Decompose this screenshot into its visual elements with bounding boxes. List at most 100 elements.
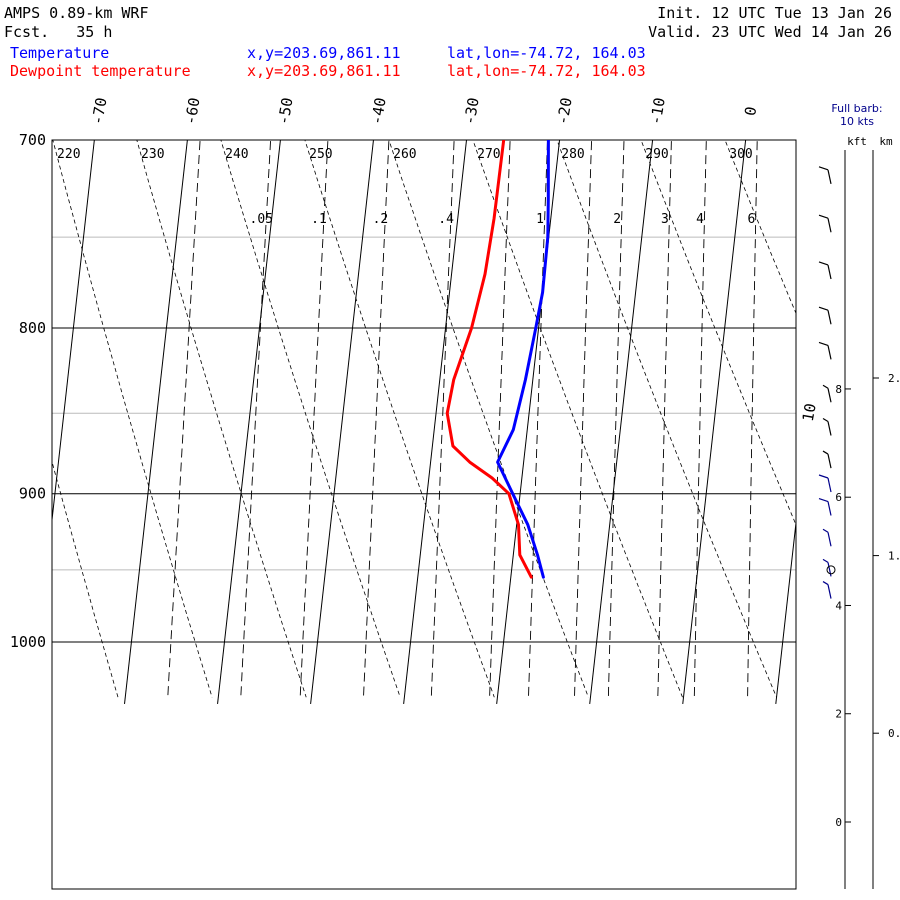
- wind-barb: [818, 497, 832, 516]
- isotherm: [496, 140, 561, 705]
- temperature-tick-label: -70: [88, 96, 110, 126]
- theta-label: 250: [309, 147, 332, 162]
- pressure-tick-label: 800: [19, 319, 46, 337]
- pressure-tick-label: 900: [19, 485, 46, 503]
- legend-temperature-name: Temperature: [10, 44, 110, 62]
- dry-adiabat: [388, 140, 589, 698]
- wind-barb: [818, 261, 832, 280]
- mixing-ratio-label: .4: [438, 212, 454, 227]
- wind-barb: [822, 581, 832, 599]
- theta-label: 230: [141, 147, 164, 162]
- dry-adiabat: [52, 140, 213, 698]
- kft-tick-label: 4: [835, 599, 842, 612]
- wind-barb-staff: [827, 218, 832, 233]
- wind-barb: [818, 474, 832, 493]
- theta-label: 270: [477, 147, 500, 162]
- dry-adiabat: [0, 57, 24, 697]
- init-time: Init. 12 UTC Tue 13 Jan 26: [657, 4, 892, 22]
- dry-adiabat: [304, 140, 495, 698]
- wind-barb: [818, 166, 832, 184]
- theta-label: 220: [57, 147, 80, 162]
- barb-legend-line1: Full barb:: [831, 102, 882, 115]
- kft-label: kft: [847, 135, 867, 148]
- legend-dewpoint-name: Dewpoint temperature: [10, 62, 191, 80]
- height-and-wind-panel: 8 6 4 2 0 2. 1. 0.: [818, 150, 900, 889]
- dewpoint-profile-line: [445, 140, 533, 579]
- wind-barb-flag: [818, 341, 829, 346]
- isotherm: [775, 518, 796, 705]
- isotherm: [682, 140, 747, 705]
- kft-tick-label: 0: [835, 816, 842, 829]
- valid-time: Valid. 23 UTC Wed 14 Jan 26: [648, 23, 892, 41]
- kft-tick-label: 8: [835, 383, 842, 396]
- wind-barb-staff: [827, 477, 832, 493]
- mixing-ratio-line: [747, 140, 758, 698]
- wind-barb-flag: [822, 450, 829, 455]
- dry-adiabat: [220, 140, 401, 698]
- legend-temperature-xy: x,y=203.69,861.11: [247, 44, 401, 62]
- axis-labels: 700 800 900 1000 -70 -60 -50 -40 -30 -20 -10 0 10 220…: [10, 96, 820, 651]
- km-tick-label: 2.: [888, 372, 900, 385]
- mixing-ratio-line: [167, 140, 201, 698]
- wind-barb-staff: [827, 345, 832, 360]
- isotherm: [124, 140, 188, 705]
- wind-barb-flag: [818, 261, 829, 266]
- wind-barb-staff: [827, 264, 832, 280]
- theta-label: 280: [561, 147, 584, 162]
- isotherm: [52, 140, 95, 525]
- wind-barb-staff: [827, 584, 832, 599]
- km-label: km: [879, 135, 893, 148]
- model-title: AMPS 0.89-km WRF: [4, 4, 149, 22]
- temperature-tick-label: 0: [741, 105, 760, 117]
- temperature-tick-label: -60: [181, 96, 203, 126]
- wind-barb-staff: [827, 421, 832, 436]
- mixing-ratio-label: 3: [661, 212, 669, 227]
- mixing-ratio-label: 2: [613, 212, 621, 227]
- wind-barb-flag: [822, 384, 829, 389]
- mixing-ratio-line: [363, 140, 390, 698]
- theta-label: 260: [393, 147, 416, 162]
- pressure-tick-label: 1000: [10, 633, 46, 651]
- temperature-tick-label: -40: [367, 96, 389, 126]
- wind-barb-staff: [827, 501, 832, 516]
- mixing-ratio-line: [693, 140, 707, 698]
- wind-barb-flag: [818, 166, 829, 171]
- temperature-tick-label: -50: [274, 96, 296, 126]
- wind-barb-flag: [818, 214, 829, 219]
- dry-adiabat: [136, 140, 307, 698]
- wind-barb: [822, 528, 832, 547]
- wind-barb: [822, 384, 832, 403]
- temperature-tick-label: 10: [799, 402, 820, 423]
- forecast-label: Fcst.: [4, 23, 50, 41]
- theta-label: 240: [225, 147, 248, 162]
- wind-barb-flag: [822, 558, 829, 563]
- mixing-ratio-line: [299, 140, 329, 698]
- legend-temperature-latlon: lat,lon=-74.72, 164.03: [447, 44, 646, 62]
- mixing-ratio-line: [430, 140, 455, 698]
- mixing-ratio-line: [574, 140, 593, 698]
- forecast-hours: 35 h: [76, 23, 113, 41]
- mixing-ratio-line: [657, 140, 672, 698]
- calm-wind-marker: [826, 565, 836, 575]
- dry-adiabat: [52, 460, 119, 698]
- thermo-diagram-lines: [0, 57, 796, 705]
- wind-barb-staff: [827, 532, 832, 547]
- dry-adiabat: [472, 140, 683, 698]
- wind-barb-flag: [822, 418, 829, 423]
- km-tick-label: 0.: [888, 727, 900, 740]
- wind-barb-flag: [818, 497, 829, 503]
- wind-barb-flag: [818, 474, 829, 479]
- mixing-ratio-label: .2: [373, 212, 389, 227]
- wind-barb-staff: [827, 453, 832, 469]
- kft-tick-label: 2: [835, 708, 842, 721]
- wind-barb: [818, 341, 832, 360]
- wind-barb-staff: [827, 310, 832, 325]
- wind-barb-staff: [827, 388, 832, 403]
- wind-barb: [822, 450, 832, 469]
- mixing-ratio-line: [528, 140, 548, 698]
- mixing-ratio-label: .1: [311, 212, 327, 227]
- dry-adiabat: [556, 140, 777, 698]
- wind-barb-flag: [822, 528, 829, 533]
- wind-barb-flag: [818, 306, 829, 311]
